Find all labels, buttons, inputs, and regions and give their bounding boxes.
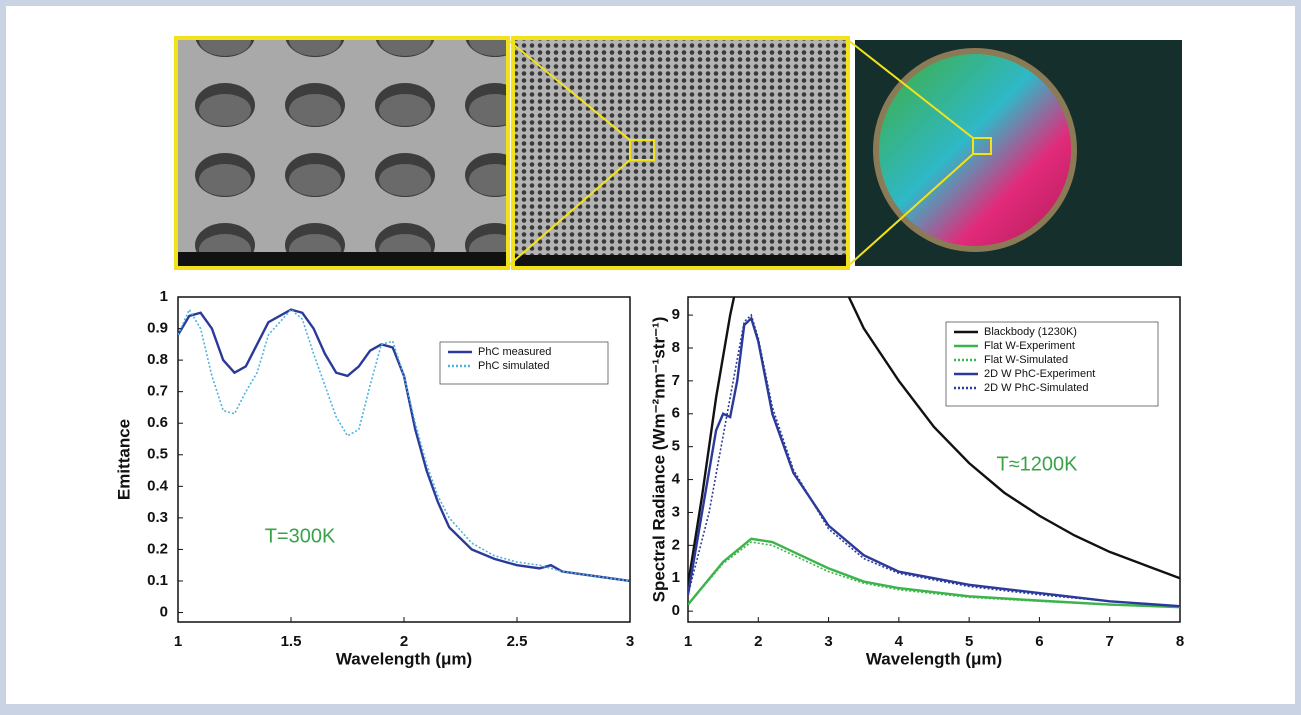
y-tick-label: 0.2 [147, 540, 168, 557]
legend-label: Flat W-Simulated [984, 354, 1068, 366]
series-line [688, 537, 1180, 609]
legend-label: PhC simulated [478, 360, 550, 372]
wafer-photo [855, 40, 1182, 266]
sem-image-1 [174, 36, 510, 270]
y-tick-label: 0.9 [147, 320, 168, 337]
x-tick-label: 1 [174, 633, 182, 650]
legend-label: PhC measured [478, 346, 551, 358]
series-line [178, 308, 630, 583]
legend-box [439, 341, 609, 385]
x-tick-label: 4 [895, 633, 904, 650]
legend-label: 2D W PhC-Experiment [984, 368, 1095, 380]
x-tick-label: 5 [965, 633, 973, 650]
series-line [178, 307, 630, 582]
y-tick-label: 7 [672, 372, 680, 389]
y-tick-label: 0 [160, 604, 168, 621]
series-line [688, 313, 1180, 608]
x-tick-label: 8 [1176, 633, 1184, 650]
y-tick-label: 8 [672, 339, 680, 356]
x-tick-label: 1.5 [281, 633, 302, 650]
y-tick-label: 0.3 [147, 509, 168, 526]
y-tick-label: 3 [672, 503, 680, 520]
x-axis-label: Wavelength (μm) [336, 649, 472, 668]
x-tick-label: 2.5 [507, 633, 528, 650]
x-tick-label: 7 [1106, 633, 1114, 650]
legend-label: 2D W PhC-Simulated [984, 382, 1089, 394]
y-tick-label: 1 [672, 569, 680, 586]
x-tick-label: 6 [1035, 633, 1043, 650]
y-axis-label: Spectral Radiance (Wm⁻²nm⁻¹str⁻¹) [649, 317, 668, 603]
annotation: T≈1200K [996, 453, 1078, 475]
y-tick-label: 1 [160, 288, 168, 305]
y-tick-label: 5 [672, 438, 680, 455]
x-tick-label: 2 [400, 633, 408, 650]
y-tick-label: 9 [672, 306, 680, 323]
series-line [688, 297, 1180, 586]
y-tick-label: 0.4 [147, 477, 169, 494]
y-axis-label: Emittance [114, 419, 133, 500]
sem-image-2 [511, 36, 850, 270]
x-axis-label: Wavelength (μm) [866, 649, 1002, 668]
legend-box [945, 321, 1159, 407]
x-tick-label: 3 [626, 633, 634, 650]
y-tick-label: 0.8 [147, 351, 168, 368]
y-tick-label: 2 [672, 536, 680, 553]
annotation: T=300K [265, 525, 336, 547]
y-tick-label: 4 [672, 471, 681, 488]
series-line [688, 316, 1180, 608]
y-tick-label: 6 [672, 405, 680, 422]
x-tick-label: 2 [754, 633, 762, 650]
y-tick-label: 0.7 [147, 383, 168, 400]
plot-frame [687, 296, 1181, 623]
y-tick-label: 0 [672, 602, 680, 619]
zoom-lines [507, 39, 974, 267]
x-tick-label: 3 [824, 633, 832, 650]
y-tick-label: 0.5 [147, 446, 168, 463]
legend-label: Blackbody (1230K) [984, 326, 1077, 338]
y-tick-label: 0.1 [147, 572, 168, 589]
x-tick-label: 1 [684, 633, 692, 650]
legend-label: Flat W-Experiment [984, 340, 1075, 352]
y-tick-label: 0.6 [147, 414, 168, 431]
